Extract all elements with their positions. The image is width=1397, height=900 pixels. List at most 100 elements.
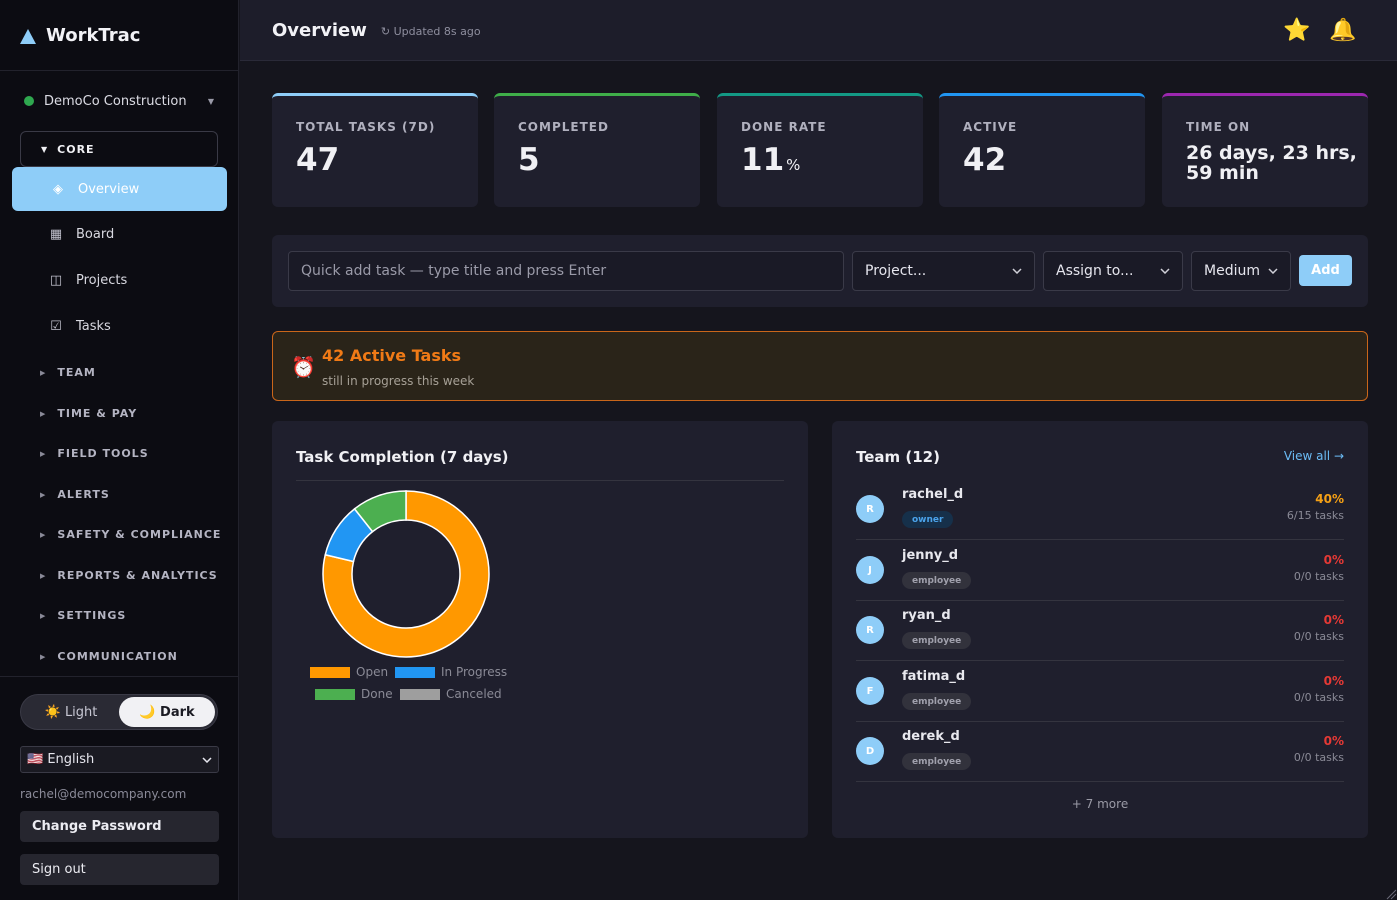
stat-value: 5 [518, 142, 540, 178]
checkbox-icon: ☑ [50, 319, 62, 334]
add-task-button[interactable]: Add [1299, 255, 1352, 286]
nav-group-settings[interactable]: ▶ SETTINGS [40, 609, 126, 622]
language-label: English [47, 752, 95, 767]
theme-light-label: Light [64, 704, 98, 720]
donut-chart [322, 490, 490, 658]
team-member-row[interactable]: J jenny_d employee 0% 0/0 tasks [856, 540, 1344, 601]
member-completion: 0% [1323, 553, 1344, 567]
sidebar-item-tasks[interactable]: ☑ Tasks [48, 319, 111, 334]
role-badge: employee [902, 572, 972, 589]
team-member-row[interactable]: D derek_d employee 0% 0/0 tasks [856, 721, 1344, 782]
sidebar-item-label: Tasks [76, 319, 111, 334]
role-badge: employee [902, 753, 972, 770]
legend-swatch [315, 688, 355, 700]
user-email: rachel@democompany.com [20, 787, 187, 801]
nav-group-field-tools[interactable]: ▶ FIELD TOOLS [40, 447, 149, 460]
nav-group-safety[interactable]: ▶ SAFETY & COMPLIANCE [40, 528, 221, 541]
team-panel: Team (12) View all → R rachel_d owner 40… [832, 421, 1368, 838]
quick-add-input[interactable]: Quick add task — type title and press En… [288, 251, 844, 291]
star-icon[interactable]: ⭐ [1283, 18, 1311, 43]
updated-status: ↻ Updated 8s ago [380, 24, 481, 38]
stat-label: COMPLETED [518, 120, 609, 134]
more-members-link[interactable]: + 7 more [1071, 797, 1129, 811]
theme-toggle[interactable]: ☀️ Light 🌙 Dark [20, 694, 218, 730]
flag-icon: 🇺🇸 [27, 752, 44, 767]
sign-out-button[interactable]: Sign out [20, 854, 219, 885]
alert-title: 42 Active Tasks [322, 346, 462, 365]
change-password-button[interactable]: Change Password [20, 811, 219, 842]
stat-label: TOTAL TASKS (7D) [296, 120, 436, 134]
legend-item-done[interactable]: Done [315, 687, 393, 701]
member-name: ryan_d [902, 608, 951, 623]
theme-dark-label: Dark [160, 704, 195, 720]
sidebar-item-overview[interactable]: ◈ Overview [12, 167, 227, 211]
stat-label: ACTIVE [963, 120, 1018, 134]
logo-icon [20, 28, 36, 44]
donut-slice-open[interactable] [322, 490, 490, 658]
language-select[interactable]: 🇺🇸 English [20, 746, 219, 773]
caret-right-icon: ▶ [40, 368, 47, 377]
nav-group-alerts[interactable]: ▶ ALERTS [40, 488, 110, 501]
sidebar-item-label: Projects [76, 273, 128, 288]
nav-group-label: TIME & PAY [57, 407, 138, 420]
nav-group-core[interactable]: ▼ CORE [20, 131, 218, 167]
nav-group-label: REPORTS & ANALYTICS [57, 569, 218, 582]
bell-icon[interactable]: 🔔 [1329, 18, 1357, 43]
role-badge: employee [902, 632, 972, 649]
stat-value: 26 days, 23 hrs, 59 min [1186, 142, 1357, 184]
member-name: rachel_d [902, 487, 964, 502]
sidebar-item-board[interactable]: ▦ Board [48, 227, 114, 242]
member-completion: 0% [1323, 613, 1344, 627]
org-selector[interactable]: DemoCo Construction ▼ [0, 71, 238, 131]
stat-value: 47 [296, 142, 340, 178]
avatar: F [856, 677, 884, 705]
nav-group-communication[interactable]: ▶ COMMUNICATION [40, 650, 178, 663]
team-member-row[interactable]: R ryan_d employee 0% 0/0 tasks [856, 600, 1344, 661]
donut-slice-done[interactable] [353, 490, 407, 533]
alert-subtitle: still in progress this week [322, 374, 475, 388]
nav-group-team[interactable]: ▶ TEAM [40, 366, 96, 379]
member-tasks: 6/15 tasks [1286, 509, 1344, 522]
legend-swatch [395, 666, 435, 678]
priority-select[interactable]: Medium [1191, 251, 1291, 291]
stat-number: 11 [741, 142, 785, 178]
role-badge: employee [902, 693, 972, 710]
team-member-row[interactable]: F fatima_d employee 0% 0/0 tasks [856, 661, 1344, 722]
view-all-link[interactable]: View all → [1283, 449, 1344, 463]
legend-swatch [310, 666, 350, 678]
legend-label: Canceled [446, 687, 502, 701]
theme-dark-option[interactable]: 🌙 Dark [119, 697, 215, 727]
nav-group-time-pay[interactable]: ▶ TIME & PAY [40, 407, 137, 420]
chevron-down-icon [1012, 268, 1022, 274]
nav-group-label: TEAM [57, 366, 96, 379]
legend-item-open[interactable]: Open [310, 665, 388, 679]
caret-right-icon: ▶ [40, 571, 47, 580]
nav-group-label: SAFETY & COMPLIANCE [57, 528, 222, 541]
status-dot-icon [24, 96, 34, 106]
brand[interactable]: WorkTrac [0, 0, 238, 71]
chevron-down-icon [1160, 268, 1170, 274]
sidebar-item-label: Overview [78, 181, 140, 197]
role-badge: owner [902, 511, 954, 528]
member-completion: 0% [1323, 734, 1344, 748]
team-member-row[interactable]: R rachel_d owner 40% 6/15 tasks [856, 479, 1344, 540]
quick-add-bar: Quick add task — type title and press En… [272, 235, 1368, 307]
nav-group-reports[interactable]: ▶ REPORTS & ANALYTICS [40, 569, 218, 582]
nav-group-label: CORE [57, 142, 95, 156]
member-completion: 40% [1315, 492, 1344, 506]
avatar: J [856, 556, 884, 584]
project-select-value: Project... [865, 263, 927, 279]
legend-item-canceled[interactable]: Canceled [400, 687, 502, 701]
project-select[interactable]: Project... [852, 251, 1035, 291]
chart-title: Task Completion (7 days) [296, 448, 509, 466]
resize-handle-icon[interactable] [1385, 888, 1397, 900]
member-name: jenny_d [902, 548, 959, 563]
assign-select[interactable]: Assign to... [1043, 251, 1183, 291]
sidebar-item-projects[interactable]: ◫ Projects [48, 273, 127, 288]
theme-light-option[interactable]: ☀️ Light [23, 697, 119, 727]
avatar: R [856, 495, 884, 523]
page-title: Overview [272, 19, 367, 41]
stat-card-active: ACTIVE 42 [939, 93, 1145, 207]
caret-right-icon: ▶ [40, 611, 47, 620]
legend-item-in-progress[interactable]: In Progress [395, 665, 507, 679]
